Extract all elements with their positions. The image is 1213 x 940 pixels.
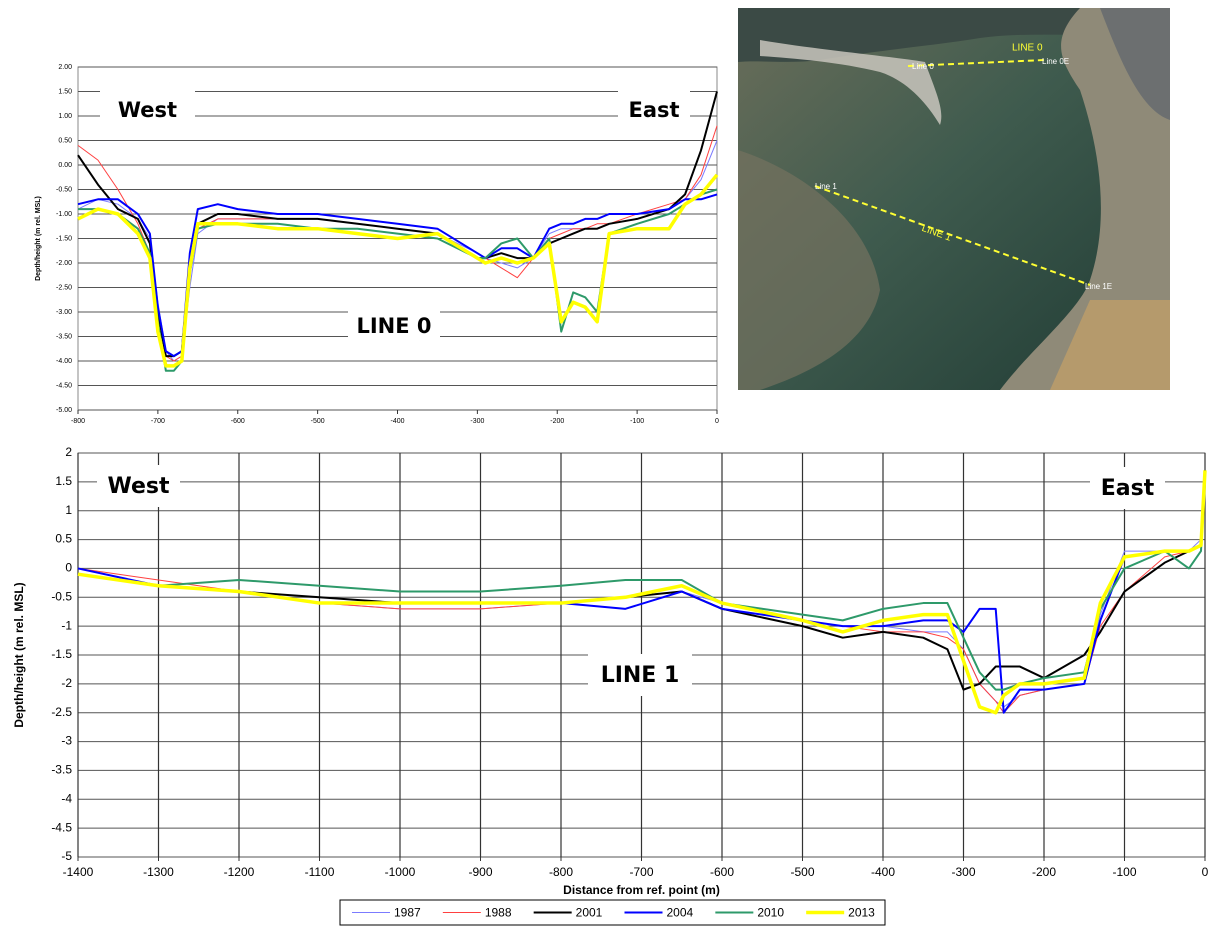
transect-line — [814, 185, 1091, 286]
x-tick-label: -400 — [390, 418, 404, 425]
x-tick-label: 0 — [715, 418, 719, 425]
y-tick-label: 2 — [65, 445, 72, 459]
y-tick-label: -2.5 — [51, 705, 72, 719]
x-tick-label: -200 — [1032, 865, 1056, 879]
y-tick-label: 2.00 — [58, 64, 72, 71]
y-tick-label: -3.00 — [56, 309, 72, 316]
annotation: West — [107, 474, 169, 499]
y-tick-label: -3 — [61, 734, 72, 748]
y-tick-label: -4 — [61, 791, 72, 805]
y-tick-label: -1 — [61, 618, 72, 632]
x-tick-label: 0 — [1202, 865, 1209, 879]
map-shore — [738, 8, 1170, 62]
y-tick-label: -3.5 — [51, 763, 72, 777]
y-tick-label: 0.00 — [58, 162, 72, 169]
x-tick-label: -1200 — [224, 865, 255, 879]
x-tick-label: -900 — [468, 865, 492, 879]
x-tick-label: -500 — [311, 418, 325, 425]
annotation-box — [100, 90, 195, 130]
y-axis-label: Depth/height (m rel. MSL) — [35, 196, 42, 281]
land — [1000, 8, 1170, 390]
x-tick-label: -800 — [71, 418, 85, 425]
y-tick-label: -4.00 — [56, 358, 72, 365]
x-tick-label: -700 — [151, 418, 165, 425]
data-line — [77, 193, 718, 358]
y-tick-label: -2.50 — [56, 284, 72, 291]
y-tick-label: -1.00 — [56, 211, 72, 218]
legend-label: 1988 — [485, 906, 512, 920]
y-tick-label: -3.50 — [56, 333, 72, 340]
x-tick-label: -100 — [1112, 865, 1136, 879]
x-tick-label: -1300 — [143, 865, 174, 879]
x-tick-label: -800 — [549, 865, 573, 879]
data-line — [77, 470, 1207, 715]
x-tick-label: -600 — [231, 418, 245, 425]
x-tick-label: -300 — [470, 418, 484, 425]
annotation: LINE 0 — [356, 314, 431, 338]
data-line — [77, 481, 1206, 714]
x-axis-label: Distance from ref. point (m) — [563, 883, 720, 897]
port — [1100, 8, 1170, 120]
legend-label: 2010 — [757, 906, 784, 920]
y-tick-label: -2.00 — [56, 260, 72, 267]
x-tick-label: -600 — [710, 865, 734, 879]
y-tick-label: -5 — [61, 849, 72, 863]
x-tick-label: -1400 — [63, 865, 94, 879]
fields — [1050, 300, 1170, 390]
annotation-box — [348, 305, 440, 347]
y-tick-label: 1.00 — [58, 113, 72, 120]
y-tick-label: 1.50 — [58, 88, 72, 95]
sand-spit — [760, 40, 942, 125]
y-tick-label: -1.5 — [51, 647, 72, 661]
x-tick-label: -100 — [630, 418, 644, 425]
y-tick-label: -2 — [61, 676, 72, 690]
x-tick-label: -400 — [871, 865, 895, 879]
y-tick-label: -4.50 — [56, 382, 72, 389]
y-axis-label: Depth/height (m rel. MSL) — [12, 582, 26, 727]
x-tick-label: -700 — [629, 865, 653, 879]
legend-label: 2013 — [848, 906, 875, 920]
annotation: East — [628, 98, 679, 122]
data-line — [77, 481, 1206, 691]
y-tick-label: -5.00 — [56, 407, 72, 414]
map-label: Line 1 — [815, 182, 837, 191]
y-tick-label: -4.5 — [51, 820, 72, 834]
satellite-map: LINE 0 Line 0 Line 0E Line 1 LINE 1 Line… — [738, 8, 1170, 390]
x-tick-label: -300 — [951, 865, 975, 879]
legend-label: 2004 — [667, 906, 694, 920]
y-tick-label: 0 — [65, 561, 72, 575]
x-tick-label: -1000 — [385, 865, 416, 879]
legend-label: 2001 — [576, 906, 603, 920]
x-tick-label: -1100 — [305, 865, 335, 879]
annotation-box — [1090, 467, 1165, 509]
legend-box — [339, 899, 886, 926]
y-tick-label: 1.5 — [55, 474, 72, 488]
y-tick-label: -1.50 — [56, 235, 72, 242]
annotation-box — [618, 90, 690, 130]
x-tick-label: -200 — [550, 418, 564, 425]
annotation: West — [118, 98, 177, 122]
annotation: East — [1101, 476, 1155, 501]
tidal-flat — [738, 150, 880, 390]
annotation-box — [97, 465, 180, 507]
data-line — [77, 173, 719, 368]
y-tick-label: -0.5 — [51, 589, 72, 603]
y-tick-label: 0.50 — [58, 137, 72, 144]
y-tick-label: 0.5 — [55, 532, 72, 546]
annotation-box — [588, 654, 692, 696]
map-label: Line 1E — [1085, 282, 1112, 291]
map-label: LINE 0 — [1012, 43, 1043, 54]
map-label: Line 0 — [912, 62, 934, 71]
y-tick-label: 1 — [65, 503, 72, 517]
legend-label: 1987 — [394, 906, 421, 920]
y-tick-label: -0.50 — [56, 186, 72, 193]
annotation: LINE 1 — [601, 663, 680, 688]
map-label: Line 0E — [1042, 57, 1069, 66]
transect-line — [907, 59, 1046, 67]
x-tick-label: -500 — [790, 865, 814, 879]
